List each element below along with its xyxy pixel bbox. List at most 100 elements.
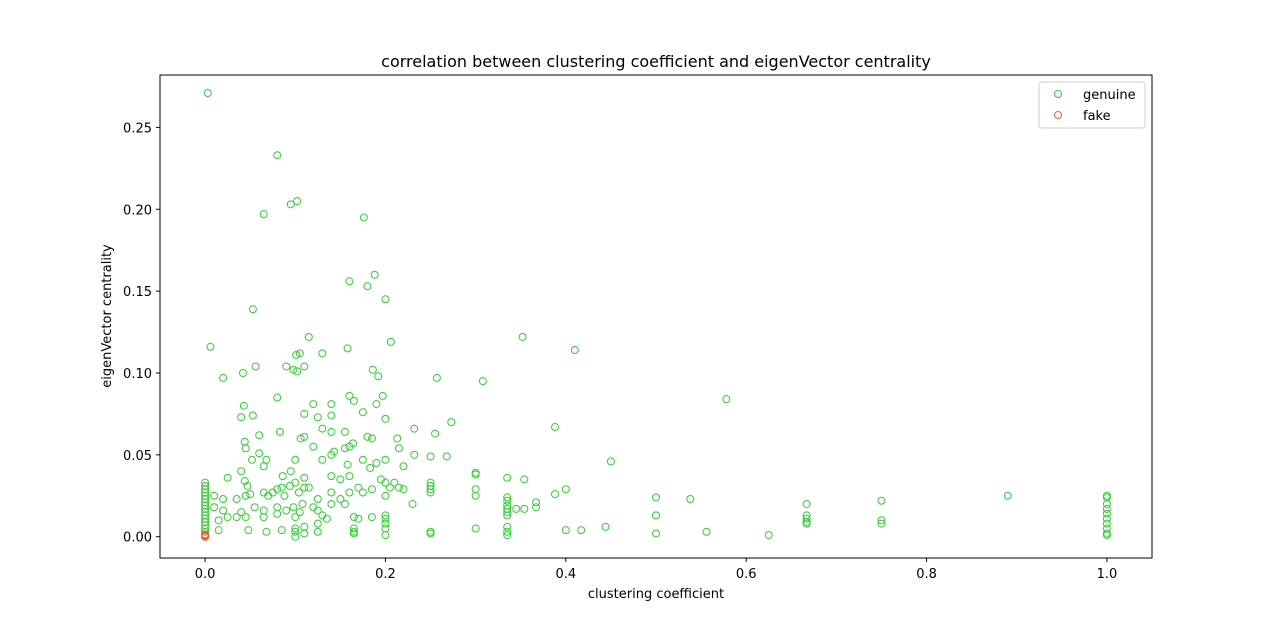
genuine-point <box>601 522 610 531</box>
genuine-point <box>237 413 246 422</box>
y-tick-label: 0.20 <box>123 203 152 218</box>
genuine-point <box>503 473 512 482</box>
legend: genuine fake <box>1038 81 1146 129</box>
genuine-point <box>336 495 345 504</box>
genuine-point <box>381 414 390 423</box>
genuine-point <box>390 478 399 487</box>
genuine-point <box>327 499 336 508</box>
genuine-point <box>577 526 586 535</box>
genuine-point <box>292 350 301 359</box>
genuine-point <box>394 483 403 492</box>
genuine-point <box>367 513 376 522</box>
genuine-point <box>278 472 287 481</box>
genuine-point <box>802 519 811 528</box>
genuine-point <box>503 508 512 517</box>
plot-area <box>159 74 1153 559</box>
genuine-point <box>300 362 309 371</box>
genuine-point <box>349 524 358 533</box>
genuine-legend-label: genuine <box>1083 88 1136 103</box>
genuine-point <box>386 337 395 346</box>
genuine-point <box>340 499 349 508</box>
genuine-point <box>327 488 336 497</box>
genuine-point <box>561 526 570 535</box>
genuine-point <box>354 514 363 523</box>
genuine-point <box>877 496 886 505</box>
genuine-point <box>518 332 527 341</box>
genuine-point <box>551 423 559 432</box>
genuine-point <box>802 499 811 508</box>
genuine-point <box>378 391 387 400</box>
genuine-point <box>345 472 354 481</box>
genuine-point <box>503 531 512 540</box>
genuine-point <box>291 527 300 536</box>
genuine-point <box>503 496 512 505</box>
genuine-point <box>359 213 368 222</box>
genuine-point <box>275 427 284 436</box>
genuine-point <box>722 395 731 404</box>
genuine-point <box>561 485 570 494</box>
genuine-point <box>313 495 322 504</box>
genuine-point <box>512 504 521 513</box>
genuine-point <box>368 365 377 374</box>
fake-point <box>201 530 210 539</box>
genuine-point <box>363 282 372 291</box>
genuine-point <box>410 450 419 459</box>
genuine-point <box>343 344 352 353</box>
genuine-point <box>426 488 435 497</box>
y-tick-label: 0.15 <box>123 285 152 300</box>
genuine-point <box>273 509 282 518</box>
genuine-point <box>532 503 541 512</box>
genuine-point <box>802 514 811 523</box>
genuine-point <box>1102 514 1111 523</box>
genuine-point <box>1102 531 1111 540</box>
genuine-point <box>367 485 376 494</box>
y-axis-ticks: 0.00 0.05 0.10 0.15 0.20 0.25 <box>123 121 160 546</box>
genuine-point <box>243 481 252 490</box>
fake-point <box>201 532 210 541</box>
genuine-point <box>330 447 339 456</box>
genuine-point <box>349 396 358 405</box>
genuine-point <box>223 513 232 522</box>
genuine-point <box>322 514 331 523</box>
genuine-point <box>345 391 354 400</box>
genuine-point <box>877 516 886 525</box>
genuine-point <box>399 485 408 494</box>
x-tick-label: 1.0 <box>1097 567 1118 582</box>
genuine-point <box>291 532 300 541</box>
genuine-point <box>282 506 291 515</box>
genuine-point <box>232 513 241 522</box>
genuine-point <box>372 400 381 409</box>
genuine-point <box>503 522 512 531</box>
genuine-point <box>289 365 298 374</box>
genuine-point <box>408 499 417 508</box>
x-tick-label: 0.0 <box>195 567 216 582</box>
genuine-point <box>300 483 309 492</box>
genuine-point <box>239 401 248 410</box>
genuine-point <box>259 462 268 471</box>
genuine-point <box>259 210 268 219</box>
genuine-point <box>291 478 300 487</box>
genuine-point <box>764 531 773 540</box>
genuine-point <box>206 342 215 351</box>
genuine-point <box>385 483 394 492</box>
genuine-point <box>354 483 363 492</box>
x-tick-label: 0.4 <box>555 567 576 582</box>
genuine-point <box>702 527 711 536</box>
genuine-point <box>652 511 660 520</box>
genuine-point <box>606 457 615 466</box>
genuine-point <box>503 527 512 536</box>
genuine-legend-marker <box>1054 90 1062 98</box>
genuine-point <box>570 346 579 355</box>
genuine-point <box>336 475 345 484</box>
genuine-point <box>232 495 241 504</box>
genuine-point <box>431 429 440 438</box>
genuine-point <box>295 349 304 358</box>
genuine-point <box>291 524 300 533</box>
genuine-point <box>277 526 286 535</box>
genuine-point <box>358 408 367 417</box>
genuine-point <box>358 488 367 497</box>
genuine-point <box>471 491 480 500</box>
genuine-point <box>241 444 250 453</box>
genuine-point <box>291 455 300 464</box>
